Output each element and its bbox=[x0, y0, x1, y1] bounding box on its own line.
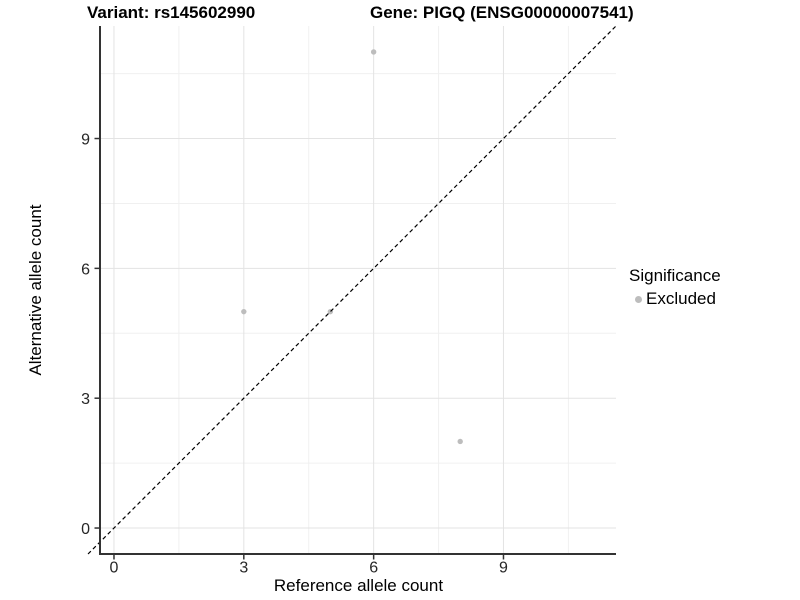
plot-title-variant: Variant: rs145602990 bbox=[87, 3, 256, 22]
y-tick-label: 6 bbox=[81, 261, 90, 278]
x-tick-label: 0 bbox=[110, 560, 119, 577]
data-point bbox=[241, 308, 247, 315]
x-tick-label: 6 bbox=[369, 560, 378, 577]
legend-point-swatch bbox=[635, 295, 642, 303]
identity-dashed-line bbox=[87, 25, 617, 555]
y-tick-label: 0 bbox=[81, 521, 90, 538]
legend-title: Significance bbox=[629, 266, 721, 285]
legend-item-label: Excluded bbox=[646, 289, 716, 308]
plot-title-gene: Gene: PIGQ (ENSG00000007541) bbox=[370, 3, 634, 22]
legend-item-excluded: Excluded bbox=[635, 289, 721, 309]
legend: Significance Excluded bbox=[629, 266, 721, 309]
x-tick-label: 9 bbox=[499, 560, 508, 577]
x-axis-title: Reference allele count bbox=[273, 576, 444, 595]
x-tick-label: 3 bbox=[239, 560, 248, 577]
data-point bbox=[457, 438, 463, 445]
y-tick-label: 3 bbox=[81, 391, 90, 408]
y-tick-label: 9 bbox=[81, 132, 90, 149]
data-point bbox=[370, 49, 377, 55]
y-axis-title: Alternative allele count bbox=[26, 204, 45, 376]
